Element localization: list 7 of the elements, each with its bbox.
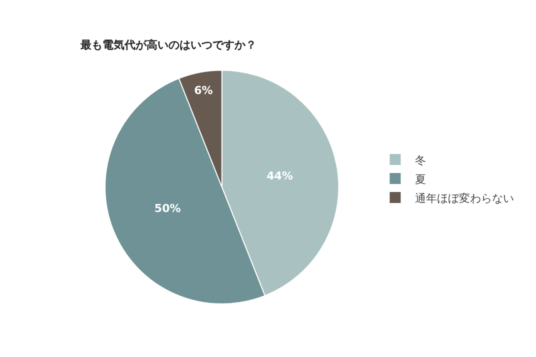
data-label: 6% xyxy=(194,84,213,97)
legend-label: 冬 xyxy=(415,154,426,167)
legend-label: 夏 xyxy=(415,172,426,186)
data-label: 50% xyxy=(154,202,181,216)
legend-label: 通年ほぼ変わらない xyxy=(415,192,514,205)
data-label: 44% xyxy=(266,170,293,183)
chart-title: 最も電気代が高いのはいつですか？ xyxy=(79,38,256,52)
